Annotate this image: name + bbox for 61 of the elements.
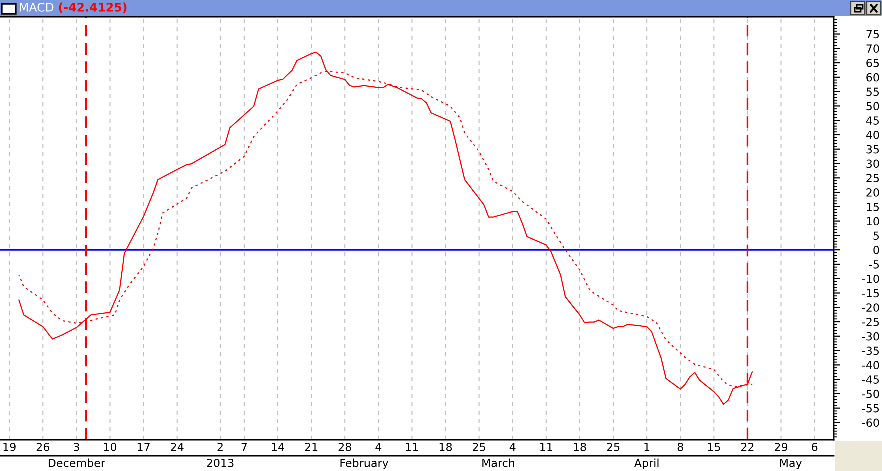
x-tick-label: 26 [36,442,50,452]
y-tick-label: 20 [866,188,880,197]
x-tick-label: 24 [171,442,184,452]
x2-tick-label: April [634,458,659,470]
x2-tick-label: December [48,458,106,468]
x-tick-label: 3 [74,442,80,452]
x-tick-label: 2 [218,442,223,452]
y-tick-label: 25 [866,174,880,183]
x-tick-label: 4 [376,443,382,452]
x-tick-label: 7 [242,443,248,452]
y-tick-label: 15 [867,203,880,212]
x-tick-label: 28 [338,442,352,452]
y-tick-label: -10 [862,274,880,284]
y-tick-label: -55 [862,404,880,413]
y-tick-label: 65 [866,59,880,68]
y-tick-label: 50 [866,102,880,111]
y-tick-label: -30 [862,332,880,341]
x-tick-label: 17 [138,443,150,452]
y-tick-label: 30 [866,160,880,168]
y-tick-label: -35 [862,346,880,356]
y-tick-label: 60 [866,73,880,82]
x-tick-label: 25 [473,442,486,452]
x-tick-label: 11 [406,443,418,452]
x-tick-label: 18 [440,442,452,452]
y-tick-label: -40 [862,361,880,370]
y-tick-label: 45 [866,116,880,125]
y-tick-label: 0 [874,246,880,254]
x-tick-label: 25 [607,442,620,452]
chart-subtitle: (-42.4125) [59,2,127,14]
chart-title: MACD [20,2,54,12]
y-tick-label: 75 [866,30,880,39]
x2-tick-label: 2013 [207,458,234,468]
y-tick-label: 10 [867,217,880,226]
x2-tick-label: May [780,459,802,470]
x-tick-label: 18 [574,442,586,452]
x2-tick-label: February [340,458,389,470]
y-tick-label: -45 [862,376,880,384]
y-tick-label: 70 [866,44,880,54]
y-tick-label: -15 [862,289,880,298]
x-tick-label: 15 [708,443,720,452]
x-tick-label: 11 [540,443,552,452]
y-tick-label: -60 [862,418,880,428]
y-tick-label: 55 [866,88,880,96]
y-tick-label: -25 [862,318,880,326]
y-tick-label: -50 [862,390,880,398]
x-tick-label: 8 [678,442,684,452]
x-tick-label: 22 [741,442,754,452]
x-tick-label: 4 [510,443,516,452]
y-tick-label: -20 [862,304,880,312]
x-tick-label: 19 [4,442,16,452]
y-tick-label: 40 [866,130,880,140]
y-tick-label: 35 [866,145,880,154]
x-tick-label: 29 [775,442,788,452]
x-tick-label: 1 [644,443,650,452]
y-tick-label: -5 [869,260,880,269]
x-tick-label: 10 [104,442,117,452]
x-tick-label: 6 [812,442,818,452]
x-tick-label: 21 [305,442,318,452]
y-tick-label: 5 [874,232,880,240]
x2-tick-label: March [482,458,514,468]
x-tick-label: 14 [272,443,284,452]
